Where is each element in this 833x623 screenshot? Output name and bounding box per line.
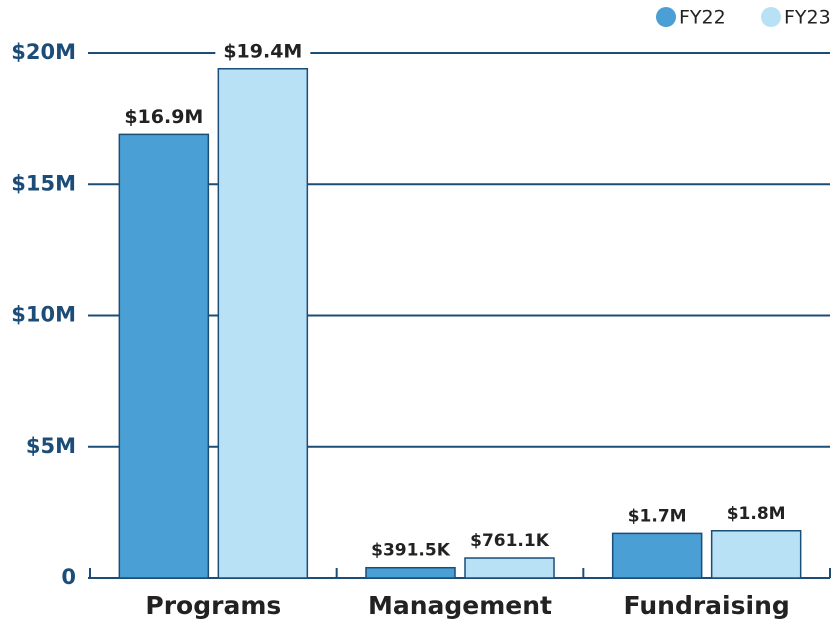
- label-bg: [462, 529, 558, 554]
- label-bg: [619, 504, 695, 529]
- value-label: $761.1K: [470, 531, 550, 551]
- value-label: $16.9M: [124, 106, 203, 128]
- label-bg: [215, 38, 311, 65]
- label-bg: [718, 501, 794, 526]
- legend-label: FY22: [679, 7, 726, 29]
- x-tick-label: Fundraising: [624, 591, 790, 620]
- y-tick-label: $15M: [11, 171, 76, 195]
- bar: [611, 532, 703, 579]
- value-label: $1.7M: [628, 506, 687, 526]
- legend-label: FY23: [784, 7, 831, 29]
- y-tick-label: 0: [61, 565, 76, 589]
- label-bg: [116, 103, 212, 130]
- value-label: $391.5K: [371, 541, 451, 561]
- x-tick-label: Programs: [145, 591, 281, 620]
- value-label: $1.8M: [727, 504, 786, 524]
- bar: [118, 133, 210, 579]
- legend-swatch: [656, 7, 676, 27]
- value-label: $19.4M: [223, 40, 302, 62]
- y-tick-label: $20M: [11, 40, 76, 64]
- bar: [710, 530, 802, 579]
- x-tick-label: Management: [368, 591, 552, 620]
- y-tick-label: $10M: [11, 303, 76, 327]
- y-tick-label: $5M: [26, 434, 76, 458]
- bar: [217, 68, 309, 579]
- bar: [464, 557, 555, 579]
- legend-swatch: [761, 7, 781, 27]
- label-bg: [363, 538, 459, 563]
- bar: [365, 566, 456, 579]
